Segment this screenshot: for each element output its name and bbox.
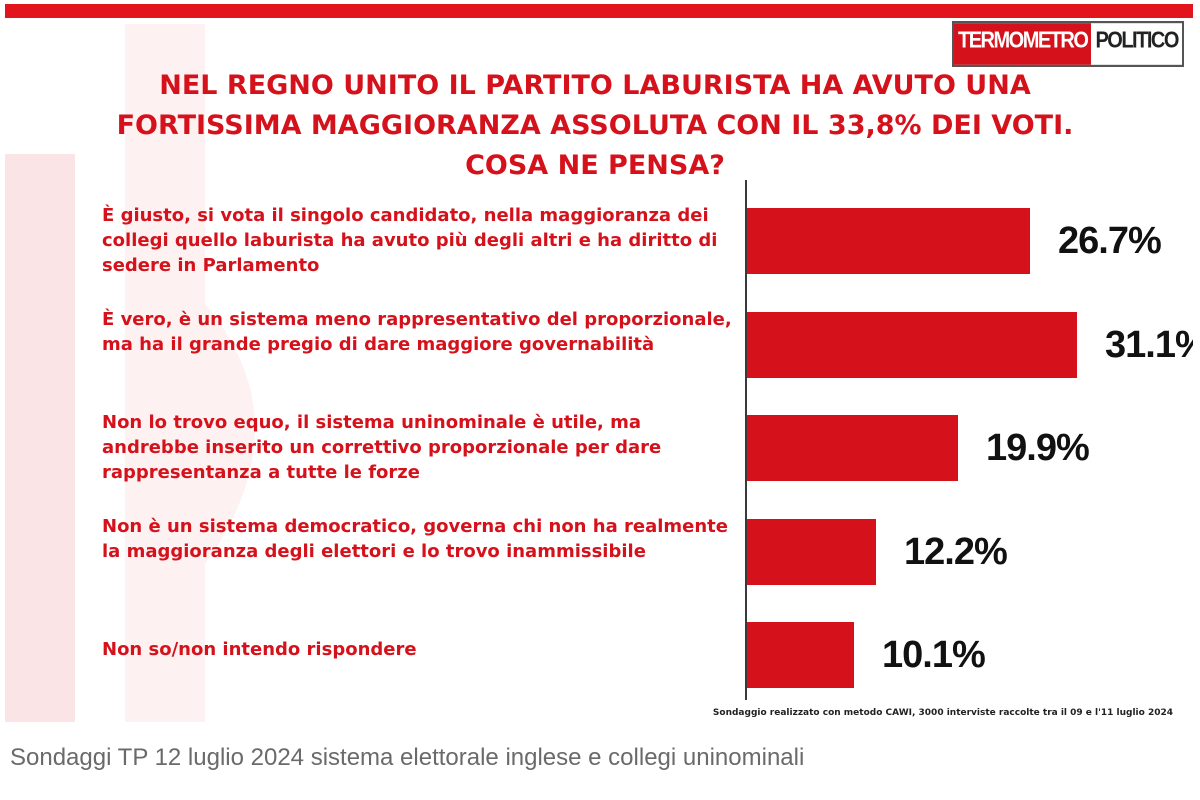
answer-label: Non è un sistema democratico, governa ch… bbox=[102, 516, 728, 562]
bar bbox=[747, 622, 854, 688]
axis-line bbox=[745, 180, 747, 700]
infographic-card: TERMOMETRO POLITICO NEL REGNO UNITO IL P… bbox=[5, 4, 1193, 722]
value-label: 31.1% bbox=[1105, 324, 1193, 366]
value-label: 10.1% bbox=[882, 634, 986, 676]
bar bbox=[747, 208, 1030, 274]
logo-part-termometro: TERMOMETRO bbox=[954, 23, 1092, 65]
top-red-bar bbox=[5, 4, 1193, 18]
watermark-graphic bbox=[5, 24, 255, 722]
value-label: 12.2% bbox=[904, 531, 1008, 573]
bar bbox=[747, 519, 876, 585]
logo-part-politico: POLITICO bbox=[1091, 23, 1182, 65]
value-label: 19.9% bbox=[986, 427, 1090, 469]
answer-label: Non so/non intendo rispondere bbox=[102, 639, 417, 660]
termometro-politico-logo: TERMOMETRO POLITICO bbox=[952, 21, 1184, 67]
image-caption: Sondaggi TP 12 luglio 2024 sistema elett… bbox=[10, 744, 805, 771]
answer-label: È giusto, si vota il singolo candidato, … bbox=[102, 205, 718, 276]
answer-label: È vero, è un sistema meno rappresentativ… bbox=[102, 309, 732, 355]
chart-title: NEL REGNO UNITO IL PARTITO LABURISTA HA … bbox=[116, 70, 1074, 181]
answer-label: Non lo trovo equo, il sistema uninominal… bbox=[102, 412, 662, 483]
value-label: 26.7% bbox=[1058, 220, 1162, 262]
bar bbox=[747, 415, 958, 481]
survey-footnote: Sondaggio realizzato con metodo CAWI, 30… bbox=[712, 708, 1173, 718]
bar bbox=[747, 312, 1077, 378]
